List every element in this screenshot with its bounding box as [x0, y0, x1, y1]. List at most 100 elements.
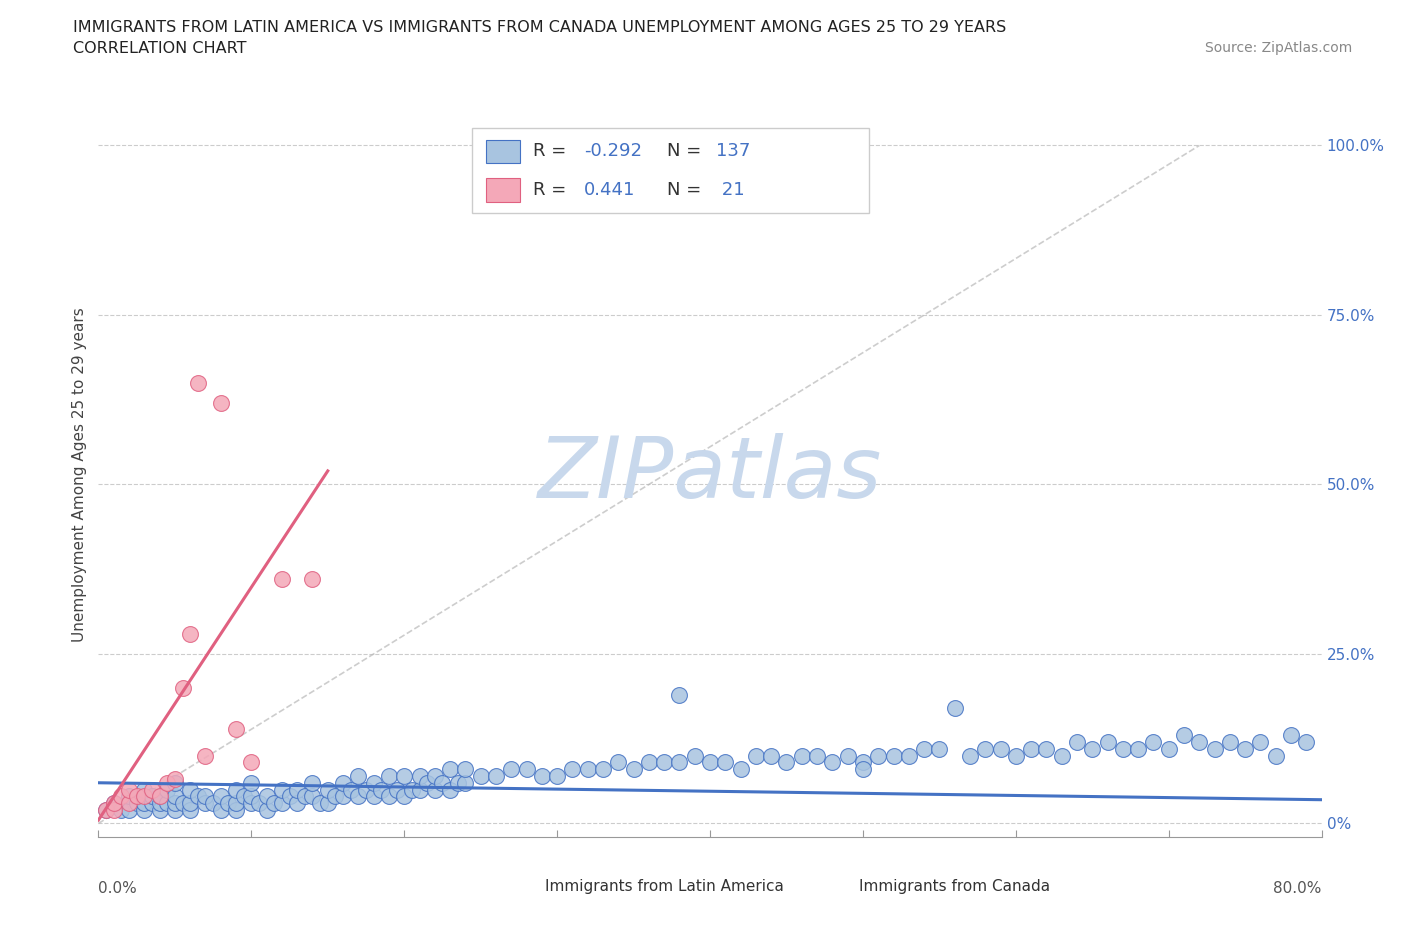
- Point: [454, 776, 477, 790]
- Point: [156, 796, 179, 811]
- Point: [1112, 741, 1135, 756]
- Point: [194, 789, 217, 804]
- Point: [1249, 735, 1271, 750]
- Point: [285, 796, 308, 811]
- Point: [423, 782, 446, 797]
- Point: [439, 782, 461, 797]
- Point: [163, 789, 186, 804]
- Text: R =: R =: [533, 181, 578, 199]
- Point: [668, 755, 690, 770]
- Text: 21: 21: [716, 181, 745, 199]
- Point: [134, 789, 156, 804]
- Point: [1097, 735, 1119, 750]
- Text: -0.292: -0.292: [583, 142, 643, 161]
- Text: ZIPatlas: ZIPatlas: [538, 432, 882, 516]
- Point: [256, 789, 278, 804]
- Point: [270, 782, 292, 797]
- Point: [416, 776, 439, 790]
- Text: 0.0%: 0.0%: [98, 881, 138, 896]
- Point: [883, 749, 905, 764]
- Point: [1081, 741, 1104, 756]
- Point: [347, 768, 370, 783]
- Point: [149, 796, 172, 811]
- Text: 0.441: 0.441: [583, 181, 636, 199]
- Point: [714, 755, 737, 770]
- Point: [485, 768, 508, 783]
- Point: [240, 755, 263, 770]
- Point: [1142, 735, 1164, 750]
- Point: [928, 741, 950, 756]
- Point: [1219, 735, 1241, 750]
- Point: [897, 749, 920, 764]
- Point: [301, 789, 323, 804]
- Text: Immigrants from Canada: Immigrants from Canada: [859, 879, 1050, 894]
- Point: [225, 721, 247, 736]
- Point: [263, 796, 285, 811]
- Point: [683, 749, 706, 764]
- Point: [240, 796, 263, 811]
- Point: [745, 749, 768, 764]
- Point: [118, 803, 141, 817]
- Point: [134, 796, 156, 811]
- Point: [194, 796, 217, 811]
- Point: [240, 776, 263, 790]
- Point: [370, 782, 392, 797]
- Point: [278, 789, 301, 804]
- Point: [1128, 741, 1150, 756]
- Point: [103, 796, 125, 811]
- Point: [1035, 741, 1057, 756]
- Point: [501, 762, 523, 777]
- Point: [432, 776, 454, 790]
- Point: [240, 789, 263, 804]
- Point: [806, 749, 828, 764]
- Point: [1295, 735, 1317, 750]
- Point: [912, 741, 935, 756]
- Text: CORRELATION CHART: CORRELATION CHART: [73, 41, 246, 56]
- Text: N =: N =: [668, 142, 707, 161]
- Point: [309, 796, 332, 811]
- FancyBboxPatch shape: [488, 873, 534, 901]
- Point: [990, 741, 1012, 756]
- FancyBboxPatch shape: [471, 127, 869, 213]
- Point: [623, 762, 645, 777]
- Point: [516, 762, 538, 777]
- Point: [301, 776, 323, 790]
- Point: [194, 749, 217, 764]
- Point: [454, 762, 477, 777]
- Point: [339, 782, 361, 797]
- Point: [172, 681, 194, 696]
- Point: [217, 796, 239, 811]
- Point: [285, 782, 308, 797]
- Point: [1173, 728, 1195, 743]
- Point: [607, 755, 630, 770]
- Text: Source: ZipAtlas.com: Source: ZipAtlas.com: [1205, 41, 1353, 55]
- Point: [141, 789, 163, 804]
- Point: [149, 789, 172, 804]
- Point: [209, 789, 232, 804]
- Point: [301, 572, 323, 587]
- FancyBboxPatch shape: [801, 873, 848, 901]
- Point: [163, 796, 186, 811]
- Point: [385, 782, 408, 797]
- Text: Immigrants from Latin America: Immigrants from Latin America: [546, 879, 783, 894]
- Point: [118, 789, 141, 804]
- Point: [156, 776, 179, 790]
- Point: [325, 789, 347, 804]
- Point: [179, 782, 201, 797]
- Text: IMMIGRANTS FROM LATIN AMERICA VS IMMIGRANTS FROM CANADA UNEMPLOYMENT AMONG AGES : IMMIGRANTS FROM LATIN AMERICA VS IMMIGRA…: [73, 20, 1007, 35]
- Point: [187, 789, 209, 804]
- Point: [668, 687, 690, 702]
- Point: [821, 755, 844, 770]
- Point: [652, 755, 675, 770]
- Point: [852, 762, 875, 777]
- Point: [1019, 741, 1042, 756]
- Point: [363, 776, 385, 790]
- Text: R =: R =: [533, 142, 572, 161]
- Point: [179, 803, 201, 817]
- Point: [156, 782, 179, 797]
- Point: [125, 789, 148, 804]
- Point: [202, 796, 225, 811]
- Point: [561, 762, 583, 777]
- Point: [110, 789, 132, 804]
- Point: [1234, 741, 1257, 756]
